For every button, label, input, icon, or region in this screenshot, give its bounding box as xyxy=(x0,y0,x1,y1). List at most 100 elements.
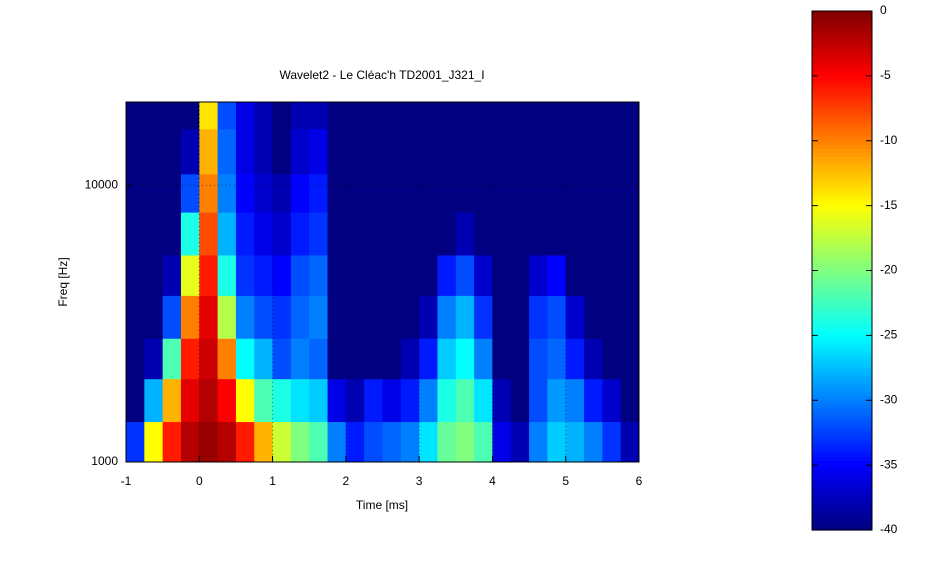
colorbar-band xyxy=(812,408,872,414)
colorbar-band xyxy=(812,116,872,122)
colorbar-band xyxy=(812,63,872,69)
heatmap-cell xyxy=(327,254,347,296)
heatmap-cell xyxy=(199,378,219,423)
heatmap-cell xyxy=(565,128,585,175)
heatmap-cell xyxy=(254,102,274,130)
y-tick-label: 10000 xyxy=(85,177,119,191)
heatmap-cell xyxy=(492,102,512,130)
colorbar-band xyxy=(812,15,872,20)
heatmap-cell xyxy=(474,378,493,423)
heatmap-cell xyxy=(345,128,365,175)
heatmap-cell xyxy=(309,212,329,256)
heatmap-cell xyxy=(162,295,182,339)
colorbar-band xyxy=(812,302,872,308)
heatmap-cell xyxy=(144,421,164,463)
colorbar-band xyxy=(812,335,872,341)
heatmap-cell xyxy=(254,295,274,339)
heatmap-cell xyxy=(602,295,622,339)
colorbar-band xyxy=(812,428,872,434)
colorbar-band xyxy=(812,436,872,442)
colorbar-band xyxy=(812,209,872,215)
colorbar-band xyxy=(812,517,872,523)
colorbar-band xyxy=(812,351,872,357)
heatmap-cell xyxy=(235,421,255,463)
heatmap-cell xyxy=(254,338,274,380)
heatmap-cell xyxy=(290,295,310,339)
heatmap-cell xyxy=(474,212,493,256)
heatmap-cell xyxy=(529,102,548,130)
heatmap-cell xyxy=(474,338,493,380)
heatmap-cell xyxy=(455,378,475,423)
heatmap-cell xyxy=(455,128,475,175)
heatmap-cell xyxy=(529,421,548,463)
heatmap-cell xyxy=(419,254,438,296)
heatmap-cell xyxy=(565,173,585,213)
heatmap-cell xyxy=(126,212,145,256)
heatmap-cell xyxy=(180,338,200,380)
heatmap-cell xyxy=(364,173,383,213)
colorbar-band xyxy=(812,201,872,207)
heatmap-cell xyxy=(235,128,255,175)
colorbar-band xyxy=(812,19,872,24)
heatmap-cell xyxy=(492,338,512,380)
heatmap-cell xyxy=(272,338,292,380)
heatmap-cell xyxy=(419,102,438,130)
heatmap-cell xyxy=(327,378,347,423)
heatmap-cell xyxy=(602,212,622,256)
heatmap-cell xyxy=(382,338,402,380)
heatmap-cell xyxy=(290,378,310,423)
heatmap-cell xyxy=(217,128,237,175)
heatmap-cell xyxy=(437,295,457,339)
colorbar-band xyxy=(812,213,872,219)
colorbar-band xyxy=(812,319,872,324)
heatmap-cell xyxy=(180,421,200,463)
heatmap-cell xyxy=(400,338,420,380)
colorbar-band xyxy=(812,254,872,259)
colorbar-band xyxy=(812,262,872,268)
colorbar-band xyxy=(812,505,872,511)
colorbar-band xyxy=(812,521,872,527)
colorbar-band xyxy=(812,205,872,211)
colorbar-band xyxy=(812,250,872,255)
heatmap-cell xyxy=(584,338,603,380)
heatmap-cell xyxy=(492,128,512,175)
heatmap-cell xyxy=(455,212,475,256)
heatmap-cell xyxy=(547,421,567,463)
heatmap-cell xyxy=(126,378,145,423)
heatmap-cell xyxy=(144,128,164,175)
heatmap-cell xyxy=(199,295,219,339)
heatmap-cell xyxy=(455,254,475,296)
heatmap-cell xyxy=(620,128,640,175)
heatmap-cell xyxy=(272,128,292,175)
heatmap-cell xyxy=(126,173,145,213)
heatmap-cell xyxy=(474,295,493,339)
x-tick-label: -1 xyxy=(121,474,132,488)
heatmap-cell xyxy=(419,338,438,380)
heatmap-cell xyxy=(492,421,512,463)
heatmap-cell xyxy=(272,102,292,130)
heatmap-cell xyxy=(584,421,603,463)
heatmap-cell xyxy=(565,378,585,423)
colorbar-band xyxy=(812,144,872,150)
heatmap-cell xyxy=(327,128,347,175)
x-tick-label: 3 xyxy=(416,474,423,488)
heatmap-cell xyxy=(290,102,310,130)
colorbar-band xyxy=(812,384,872,389)
heatmap-cell xyxy=(144,102,164,130)
heatmap-cell xyxy=(455,102,475,130)
colorbar-band xyxy=(812,282,872,288)
heatmap-cell xyxy=(327,212,347,256)
heatmap-cell xyxy=(162,378,182,423)
heatmap-cell xyxy=(235,212,255,256)
colorbar-band xyxy=(812,469,872,474)
colorbar-band xyxy=(812,181,872,186)
heatmap-cell xyxy=(547,295,567,339)
heatmap-cell xyxy=(584,128,603,175)
colorbar-band xyxy=(812,359,872,365)
colorbar-band xyxy=(812,132,872,138)
heatmap-cell xyxy=(162,338,182,380)
heatmap-cell xyxy=(584,254,603,296)
chart-title: Wavelet2 - Le Cléac'h TD2001_J321_I xyxy=(279,68,484,82)
colorbar-band xyxy=(812,88,872,93)
heatmap-cell xyxy=(290,212,310,256)
